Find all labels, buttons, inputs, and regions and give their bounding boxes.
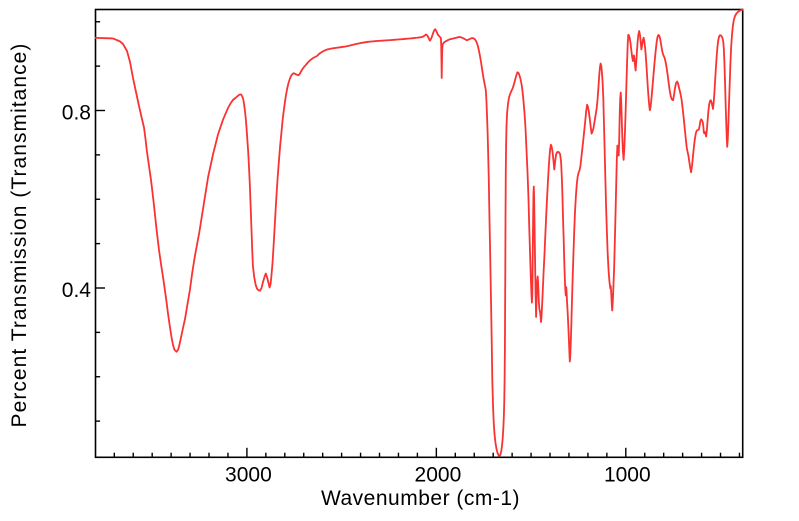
svg-text:0.8: 0.8 [62,102,91,125]
svg-text:1000: 1000 [604,464,651,487]
svg-text:3000: 3000 [225,464,272,487]
svg-text:Wavenumber (cm-1): Wavenumber (cm-1) [321,487,520,510]
svg-text:2000: 2000 [415,464,462,487]
svg-text:Percent Transmission (Transmit: Percent Transmission (Transmitance) [8,43,31,428]
svg-text:0.4: 0.4 [62,279,92,302]
